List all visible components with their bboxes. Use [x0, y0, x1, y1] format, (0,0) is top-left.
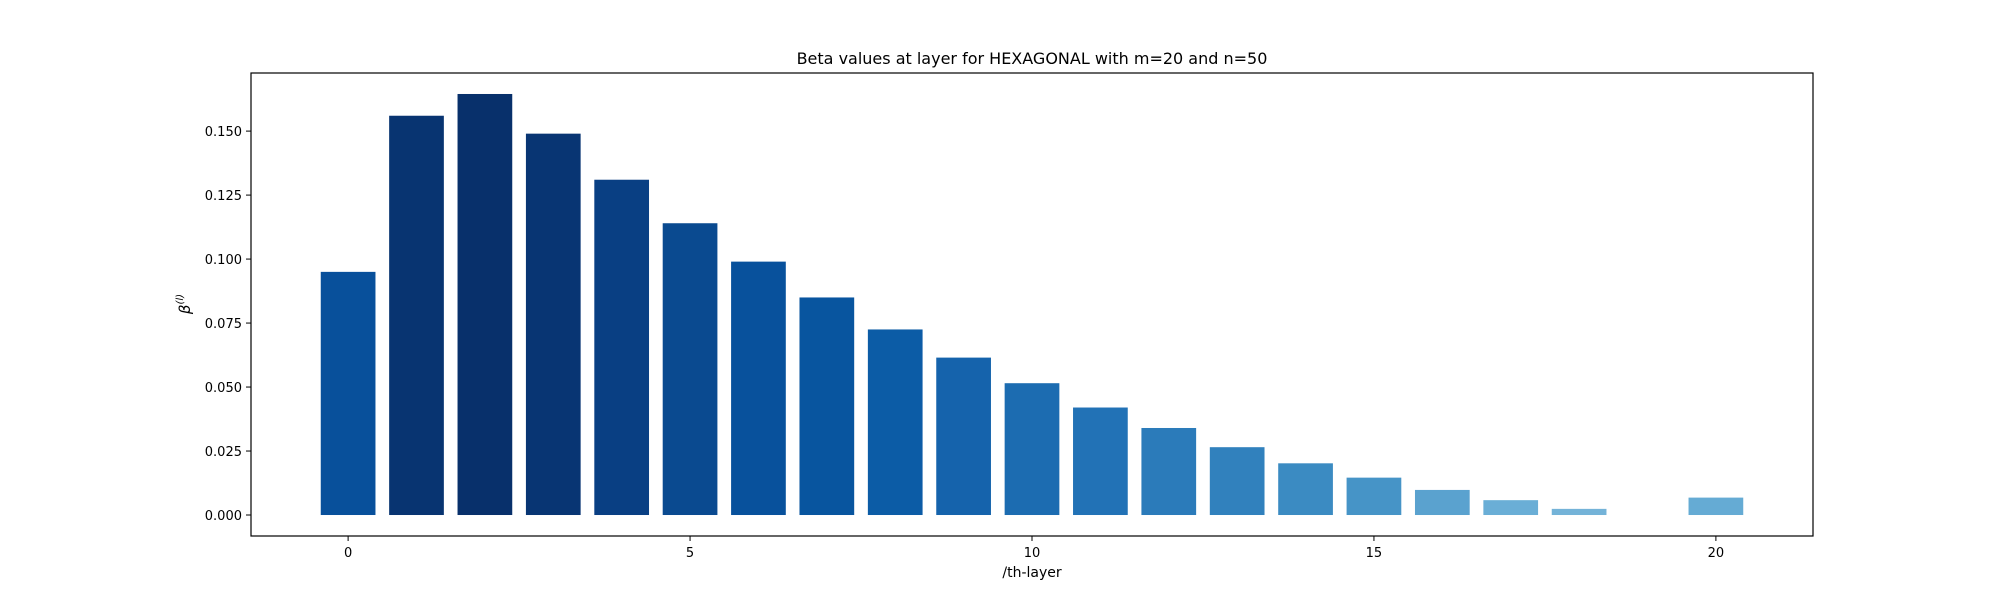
bar-layer-9: [936, 357, 991, 516]
bar-layer-0: [320, 271, 376, 516]
bar-layer-17: [1483, 500, 1539, 516]
y-tick-label: 0.000: [205, 509, 242, 524]
bar-layer-3: [525, 133, 581, 516]
y-axis-label-sup: (l): [175, 294, 186, 305]
bar-layer-11: [1073, 407, 1128, 516]
y-tick-label: 0.150: [205, 125, 242, 140]
bar-layer-8: [867, 329, 923, 516]
x-axis-label: /th-layer: [1002, 565, 1061, 581]
bar-layer-1: [389, 115, 444, 516]
y-axis-ticks: 0.000 0.025 0.050 0.075 0.100 0.125 0.150: [205, 125, 251, 524]
bar-layer-2: [457, 93, 513, 516]
bar-layer-6: [731, 261, 786, 516]
y-axis-label: β(l): [175, 294, 194, 315]
y-axis-label-base: β: [176, 304, 194, 315]
x-tick-label: 0: [344, 546, 352, 561]
y-tick-label: 0.025: [205, 445, 242, 460]
x-tick-label: 5: [686, 546, 694, 561]
bar-layer-18: [1551, 508, 1607, 516]
bar-layer-7: [799, 297, 855, 516]
bar-layer-20: [1688, 497, 1744, 516]
x-tick-label: 15: [1366, 546, 1383, 561]
bar-layer-10: [1004, 383, 1060, 516]
bar-layer-15: [1346, 477, 1402, 516]
bar-layer-12: [1141, 427, 1197, 516]
bar-layer-4: [594, 179, 650, 516]
bar-layer-5: [662, 223, 718, 516]
bars-group: [320, 93, 1744, 516]
plot-frame: [250, 72, 1814, 537]
bar-layer-16: [1414, 489, 1470, 516]
x-tick-label: 20: [1708, 546, 1725, 561]
x-axis-ticks: 0 5 10 15 20: [344, 536, 1724, 561]
chart-title: Beta values at layer for HEXAGONAL with …: [797, 49, 1268, 68]
y-tick-label: 0.125: [205, 189, 242, 204]
bar-layer-14: [1278, 463, 1333, 516]
bar-layer-13: [1209, 447, 1265, 516]
x-tick-label: 10: [1024, 546, 1041, 561]
y-tick-label: 0.100: [205, 253, 242, 268]
y-tick-label: 0.075: [205, 317, 242, 332]
y-tick-label: 0.050: [205, 381, 242, 396]
